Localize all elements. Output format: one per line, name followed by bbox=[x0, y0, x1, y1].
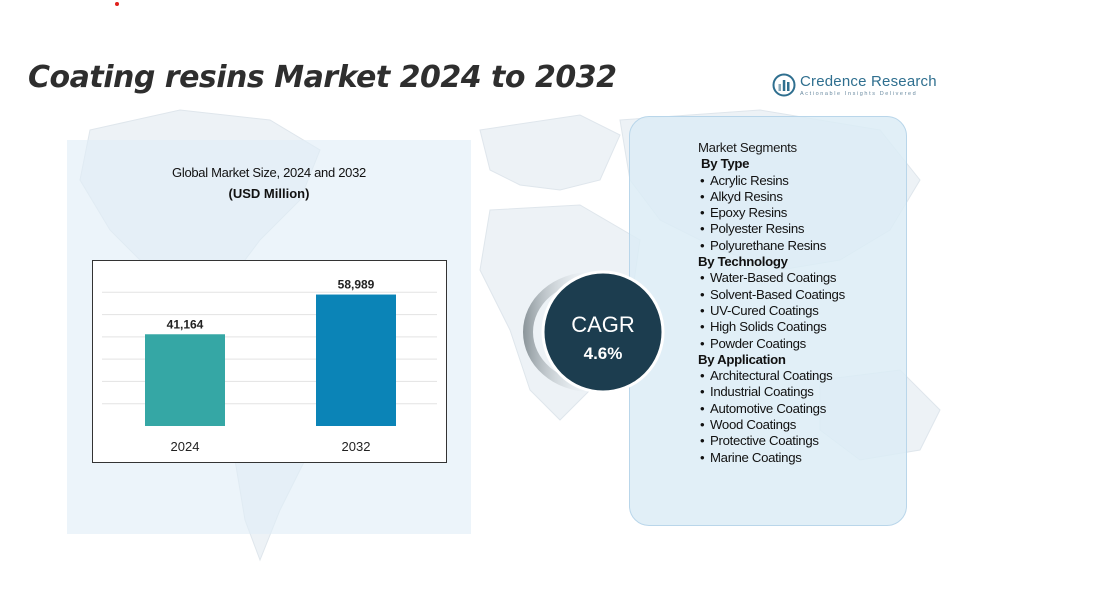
segment-list-item: Polyester Resins bbox=[698, 221, 845, 237]
segment-list-item: Alkyd Resins bbox=[698, 189, 845, 205]
credence-research-logo: Credence Research Actionable Insights De… bbox=[772, 70, 937, 100]
segment-list-item: Solvent-Based Coatings bbox=[698, 287, 845, 303]
red-dot-decoration bbox=[115, 2, 119, 6]
logo-tagline: Actionable Insights Delivered bbox=[800, 90, 918, 97]
bar-chart-logo-icon bbox=[772, 73, 796, 97]
segment-list-item: UV-Cured Coatings bbox=[698, 303, 845, 319]
segment-list-item: Architectural Coatings bbox=[698, 368, 845, 384]
data-label: 41,164 bbox=[167, 317, 204, 331]
cagr-label: CAGR bbox=[571, 312, 635, 337]
chart-unit: (USD Million) bbox=[228, 186, 310, 201]
page-title: Coating resins Market 2024 to 2032 bbox=[28, 60, 617, 95]
chart-title: Global Market Size, 2024 and 2032 bbox=[172, 165, 366, 180]
segment-group-heading: By Application bbox=[698, 351, 786, 367]
segment-list-item: Industrial Coatings bbox=[698, 384, 845, 400]
segment-list-item: Automotive Coatings bbox=[698, 401, 845, 417]
segment-list-item: Marine Coatings bbox=[698, 450, 845, 466]
segment-list-item: Polyurethane Resins bbox=[698, 238, 845, 254]
category-label: 2024 bbox=[171, 439, 200, 454]
segment-group-heading: By Technology bbox=[698, 254, 788, 270]
logo-name: Credence Research bbox=[800, 72, 937, 90]
segment-list-item: Water-Based Coatings bbox=[698, 270, 845, 286]
cagr-badge: CAGR 4.6% bbox=[523, 270, 665, 394]
market-size-bar-chart: 41,164 2024 58,989 2032 bbox=[92, 260, 447, 463]
bar-2032 bbox=[316, 294, 396, 426]
segment-list-item: Acrylic Resins bbox=[698, 173, 845, 189]
cagr-circle bbox=[541, 270, 665, 394]
cagr-value: 4.6% bbox=[584, 344, 623, 363]
segment-list-item: Powder Coatings bbox=[698, 336, 845, 352]
segment-group-heading: By Type bbox=[701, 156, 750, 172]
cagr-ring bbox=[523, 272, 591, 392]
segments-title: Market Segments bbox=[698, 140, 797, 155]
data-label: 58,989 bbox=[338, 278, 375, 292]
segment-list-item: Wood Coatings bbox=[698, 417, 845, 433]
category-label: 2032 bbox=[342, 439, 371, 454]
bar-2024 bbox=[145, 334, 225, 426]
segment-list-item: Epoxy Resins bbox=[698, 205, 845, 221]
segment-list-item: High Solids Coatings bbox=[698, 319, 845, 335]
segment-list-item: Protective Coatings bbox=[698, 433, 845, 449]
